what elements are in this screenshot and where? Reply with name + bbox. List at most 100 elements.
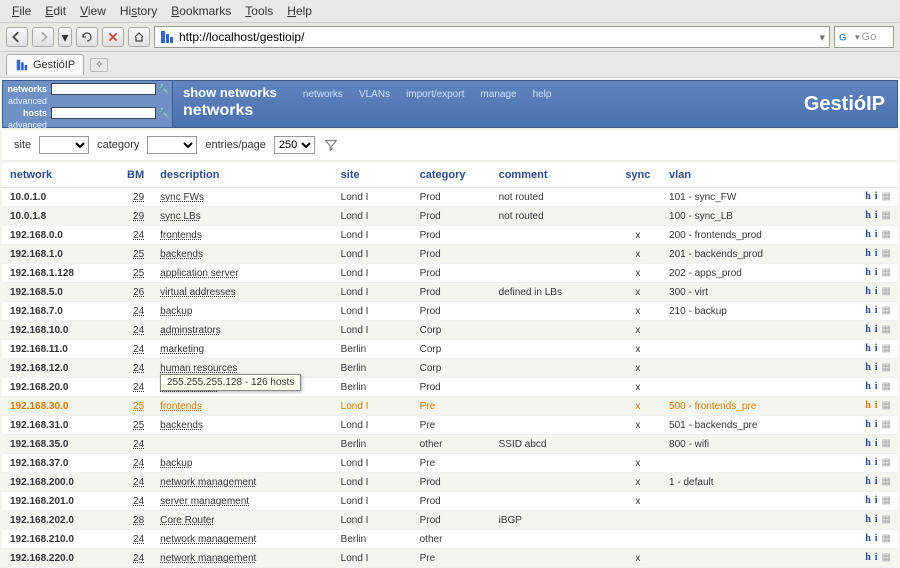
- col-network[interactable]: network: [2, 163, 115, 188]
- cell-description[interactable]: network management: [152, 530, 333, 549]
- table-row[interactable]: 192.168.201.024server managementLond IPr…: [2, 492, 898, 511]
- action-i[interactable]: i: [875, 229, 878, 240]
- nav-vlans[interactable]: VLANs: [359, 89, 390, 100]
- menu-file[interactable]: File: [6, 2, 37, 20]
- cell-description[interactable]: server management: [152, 492, 333, 511]
- cell-network[interactable]: 192.168.30.0: [2, 397, 115, 416]
- cell-description[interactable]: Core Router: [152, 511, 333, 530]
- action-i[interactable]: i: [875, 419, 878, 430]
- table-row[interactable]: 192.168.1.025backendsLond IProdx201 - ba…: [2, 245, 898, 264]
- url-dropdown-icon[interactable]: ▾: [819, 31, 825, 44]
- action-h[interactable]: h: [865, 533, 871, 544]
- table-row[interactable]: 192.168.0.024frontendsLond IProdx200 - f…: [2, 226, 898, 245]
- action-h[interactable]: h: [865, 400, 871, 411]
- action-more-icon[interactable]: ▦: [882, 344, 890, 355]
- side-hosts-input[interactable]: [51, 107, 156, 119]
- action-more-icon[interactable]: ▦: [882, 192, 890, 203]
- action-more-icon[interactable]: ▦: [882, 534, 890, 545]
- nav-import-export[interactable]: import/export: [406, 89, 464, 100]
- action-more-icon[interactable]: ▦: [882, 401, 890, 412]
- col-sync[interactable]: sync: [615, 163, 661, 188]
- cell-network[interactable]: 192.168.201.0: [2, 492, 115, 511]
- table-row[interactable]: 10.0.1.829sync LBsLond IProdnot routed10…: [2, 207, 898, 226]
- site-filter-select[interactable]: [39, 136, 89, 154]
- col-category[interactable]: category: [412, 163, 491, 188]
- cell-description[interactable]: [152, 435, 333, 454]
- table-row[interactable]: 192.168.20.024developmentBerlinProdxhi▦: [2, 378, 898, 397]
- cell-description[interactable]: application server: [152, 264, 333, 283]
- side-networks-input[interactable]: [51, 83, 156, 95]
- cell-description[interactable]: frontends: [152, 226, 333, 245]
- action-more-icon[interactable]: ▦: [882, 553, 890, 564]
- table-row[interactable]: 192.168.220.024network managementLond IP…: [2, 549, 898, 568]
- action-i[interactable]: i: [875, 248, 878, 259]
- menu-view[interactable]: View: [74, 2, 112, 20]
- cell-bm[interactable]: 25: [115, 397, 152, 416]
- cell-network[interactable]: 192.168.1.128: [2, 264, 115, 283]
- menu-tools[interactable]: Tools: [239, 2, 279, 20]
- action-h[interactable]: h: [865, 495, 871, 506]
- table-row[interactable]: 192.168.37.024backupLond IPrexhi▦: [2, 454, 898, 473]
- menu-edit[interactable]: Edit: [39, 2, 72, 20]
- action-h[interactable]: h: [865, 476, 871, 487]
- nav-manage[interactable]: manage: [480, 89, 516, 100]
- table-row[interactable]: 192.168.30.025frontendsLond IPrex500 - f…: [2, 397, 898, 416]
- new-tab-button[interactable]: ✧: [90, 58, 108, 72]
- cell-bm[interactable]: 29: [115, 207, 152, 226]
- cell-network[interactable]: 192.168.31.0: [2, 416, 115, 435]
- action-more-icon[interactable]: ▦: [882, 287, 890, 298]
- cell-description[interactable]: sync FWs: [152, 188, 333, 207]
- cell-bm[interactable]: 24: [115, 530, 152, 549]
- col-comment[interactable]: comment: [491, 163, 615, 188]
- cell-description[interactable]: backends: [152, 416, 333, 435]
- action-h[interactable]: h: [865, 552, 871, 563]
- cell-network[interactable]: 192.168.10.0: [2, 321, 115, 340]
- action-h[interactable]: h: [865, 457, 871, 468]
- table-row[interactable]: 192.168.1.12825application serverLond IP…: [2, 264, 898, 283]
- cell-bm[interactable]: 29: [115, 188, 152, 207]
- action-more-icon[interactable]: ▦: [882, 439, 890, 450]
- table-row[interactable]: 192.168.200.024network managementLond IP…: [2, 473, 898, 492]
- url-input[interactable]: [179, 30, 819, 44]
- cell-description[interactable]: frontends: [152, 397, 333, 416]
- table-row[interactable]: 192.168.11.024marketingBerlinCorpxhi▦: [2, 340, 898, 359]
- cell-bm[interactable]: 24: [115, 492, 152, 511]
- cell-description[interactable]: backup: [152, 302, 333, 321]
- cell-network[interactable]: 192.168.12.0: [2, 359, 115, 378]
- action-i[interactable]: i: [875, 210, 878, 221]
- action-i[interactable]: i: [875, 400, 878, 411]
- filter-icon[interactable]: [323, 137, 339, 153]
- search-dropdown-icon[interactable]: ▾: [855, 32, 860, 43]
- table-row[interactable]: 192.168.35.024BerlinotherSSID abcd800 - …: [2, 435, 898, 454]
- cell-bm[interactable]: 24: [115, 549, 152, 568]
- cell-network[interactable]: 192.168.210.0: [2, 530, 115, 549]
- cell-bm[interactable]: 24: [115, 226, 152, 245]
- cell-bm[interactable]: 24: [115, 435, 152, 454]
- home-button[interactable]: [128, 27, 150, 47]
- cell-network[interactable]: 10.0.1.0: [2, 188, 115, 207]
- action-i[interactable]: i: [875, 381, 878, 392]
- cell-bm[interactable]: 24: [115, 473, 152, 492]
- action-h[interactable]: h: [865, 229, 871, 240]
- side-advanced2-label[interactable]: advanced: [5, 120, 49, 130]
- browser-tab[interactable]: GestióIP: [6, 54, 84, 75]
- action-h[interactable]: h: [865, 210, 871, 221]
- action-more-icon[interactable]: ▦: [882, 363, 890, 374]
- back-button[interactable]: [6, 27, 28, 47]
- action-h[interactable]: h: [865, 514, 871, 525]
- table-row[interactable]: 192.168.12.024human resourcesBerlinCorpx…: [2, 359, 898, 378]
- action-h[interactable]: h: [865, 438, 871, 449]
- cell-bm[interactable]: 26: [115, 283, 152, 302]
- action-i[interactable]: i: [875, 191, 878, 202]
- action-more-icon[interactable]: ▦: [882, 458, 890, 469]
- cell-bm[interactable]: 24: [115, 302, 152, 321]
- cell-network[interactable]: 192.168.35.0: [2, 435, 115, 454]
- menu-help[interactable]: Help: [281, 2, 318, 20]
- action-more-icon[interactable]: ▦: [882, 325, 890, 336]
- nav-help[interactable]: help: [533, 89, 552, 100]
- action-i[interactable]: i: [875, 438, 878, 449]
- dropdown-button[interactable]: ▾: [58, 27, 72, 47]
- action-h[interactable]: h: [865, 305, 871, 316]
- table-row[interactable]: 10.0.1.029sync FWsLond IProdnot routed10…: [2, 188, 898, 207]
- cell-description[interactable]: backends: [152, 245, 333, 264]
